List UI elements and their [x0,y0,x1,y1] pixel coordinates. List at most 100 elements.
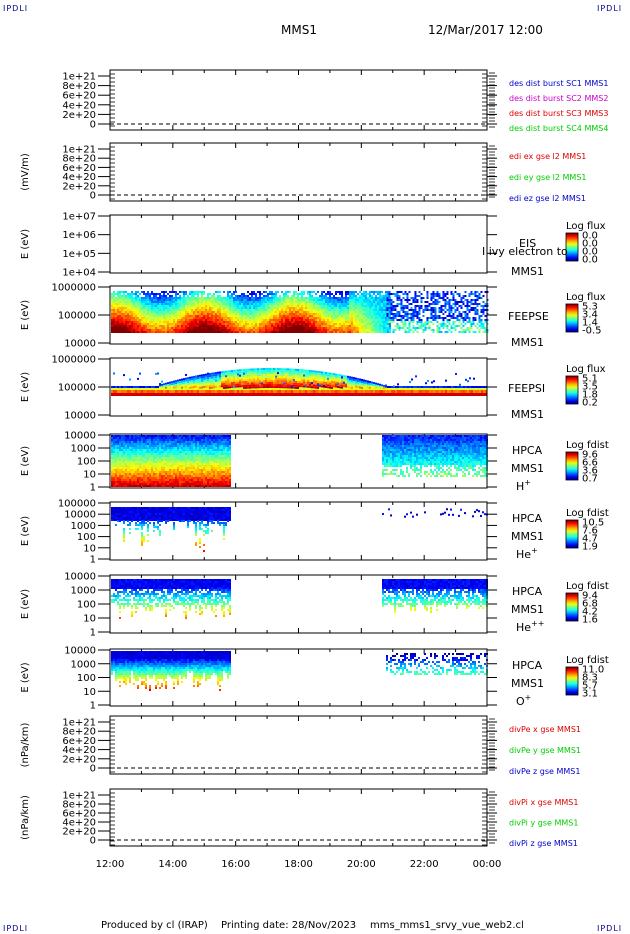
spectrogram-cell [143,329,145,331]
spectrogram-cell [199,321,201,323]
spectrogram-cell [125,301,127,303]
spectrogram-cell [117,291,119,293]
spectrogram-cell [211,313,213,315]
spectrogram-cell [265,297,267,299]
spectrogram-cell [243,327,245,329]
spectrogram-cell [408,321,411,323]
spectrogram-cell [219,379,221,382]
spectrogram-cell [402,323,405,325]
spectrogram-cell [261,307,263,309]
spectrogram-cell [333,329,335,331]
spectrogram-cell [185,331,187,333]
spectrogram-cell [153,321,155,323]
spectrogram-cell [476,299,479,301]
spectrogram-cell [394,325,397,327]
spectrogram-cell [169,313,171,315]
spectrogram-cell [165,329,167,331]
spectrogram-cell [141,317,143,319]
spectrogram-cell [285,376,287,379]
spectrogram-cell [259,291,261,293]
spectrogram-cell [131,293,133,295]
spectrogram-cell [321,323,323,325]
spectrogram-cell [227,317,229,319]
spectrogram-cell [353,299,355,301]
spectrogram-cell [241,385,243,388]
spectrogram-cell [119,313,121,315]
spectrogram-cell [355,297,357,299]
spectrogram-cell [472,309,475,311]
corner-label-bl: IPDLI [3,924,29,933]
spectrogram-cell [231,311,233,313]
spectrogram-cell [379,393,381,396]
spectrogram-cell [462,297,465,299]
spectrogram-cell [293,317,295,319]
spectrogram-cell [367,323,369,325]
spectrogram-cell [199,315,201,317]
spectrogram-cell [353,303,355,305]
spectrogram-cell [404,293,407,295]
spectrogram-cell [381,297,383,299]
spectrogram-cell [410,309,413,311]
spectrogram-cell [205,303,207,305]
spectrogram-cell [261,331,263,333]
spectrogram-cell [271,331,273,333]
spectrogram-cell [121,315,123,317]
spectrogram-cell [301,313,303,315]
spectrogram-cell [450,325,453,327]
spectrogram-cell [293,291,295,293]
spectrogram-cell [111,305,113,307]
spectrogram-cell [275,295,277,297]
spectrogram-cell [365,323,367,325]
spectrogram-cell [289,303,291,305]
spectrogram-cell [223,384,225,387]
spectrogram-cell [323,321,325,323]
spectrogram-cell [189,307,191,309]
spectrogram-cell [213,301,215,303]
spectrogram-cell [452,297,455,299]
spectrogram-cell [239,387,241,390]
spectrogram-cell [369,315,371,317]
spectrogram-cell [161,323,163,325]
spectrogram-cell [267,378,269,381]
spectrogram-cell [377,329,379,331]
spectrogram-cell [213,323,215,325]
spectrogram-cell [321,305,323,307]
spectrogram-cell [291,313,293,315]
spectrogram-cell [468,319,471,321]
colorbar-title: Log flux [566,221,606,232]
spectrogram-cell [335,303,337,305]
spectrogram-cell [329,376,331,379]
spectrogram-cell [323,325,325,327]
spectrogram-cell [221,379,223,382]
spectrogram-cell [185,313,187,315]
spectrogram-cell [361,315,363,317]
spectrogram-cell [145,293,147,295]
spectrogram-cell [297,317,299,319]
spectrogram-cell [233,299,235,301]
spectrogram-cell [207,390,209,393]
spectrogram-cell [195,317,197,319]
spectrogram-cell [143,319,145,321]
spectrogram-cell [159,317,161,319]
spectrogram-cell [155,305,157,307]
spectrogram-cell [235,325,237,327]
spectrogram-cell [147,311,149,313]
spectrogram-cell [151,299,153,301]
spectrogram-cell [137,297,139,299]
spectrogram-cell [273,329,275,331]
spectrogram-cell [259,331,261,333]
spectrogram-cell [181,325,183,327]
spectrogram-cell [203,378,205,381]
spectrogram-cell [181,291,183,293]
spectrogram-cell [434,319,437,321]
spectrogram-cell [239,317,241,319]
spectrogram-cell [215,317,217,319]
spectrogram-cell [295,301,297,303]
spectrogram-cell [436,329,439,331]
spectrogram-cell [115,309,117,311]
spectrogram-cell [291,382,293,385]
spectrogram-cell [201,321,203,323]
spectrogram-cell [287,317,289,319]
spectrogram-cell [293,313,295,315]
spectrogram-cell [169,315,171,317]
